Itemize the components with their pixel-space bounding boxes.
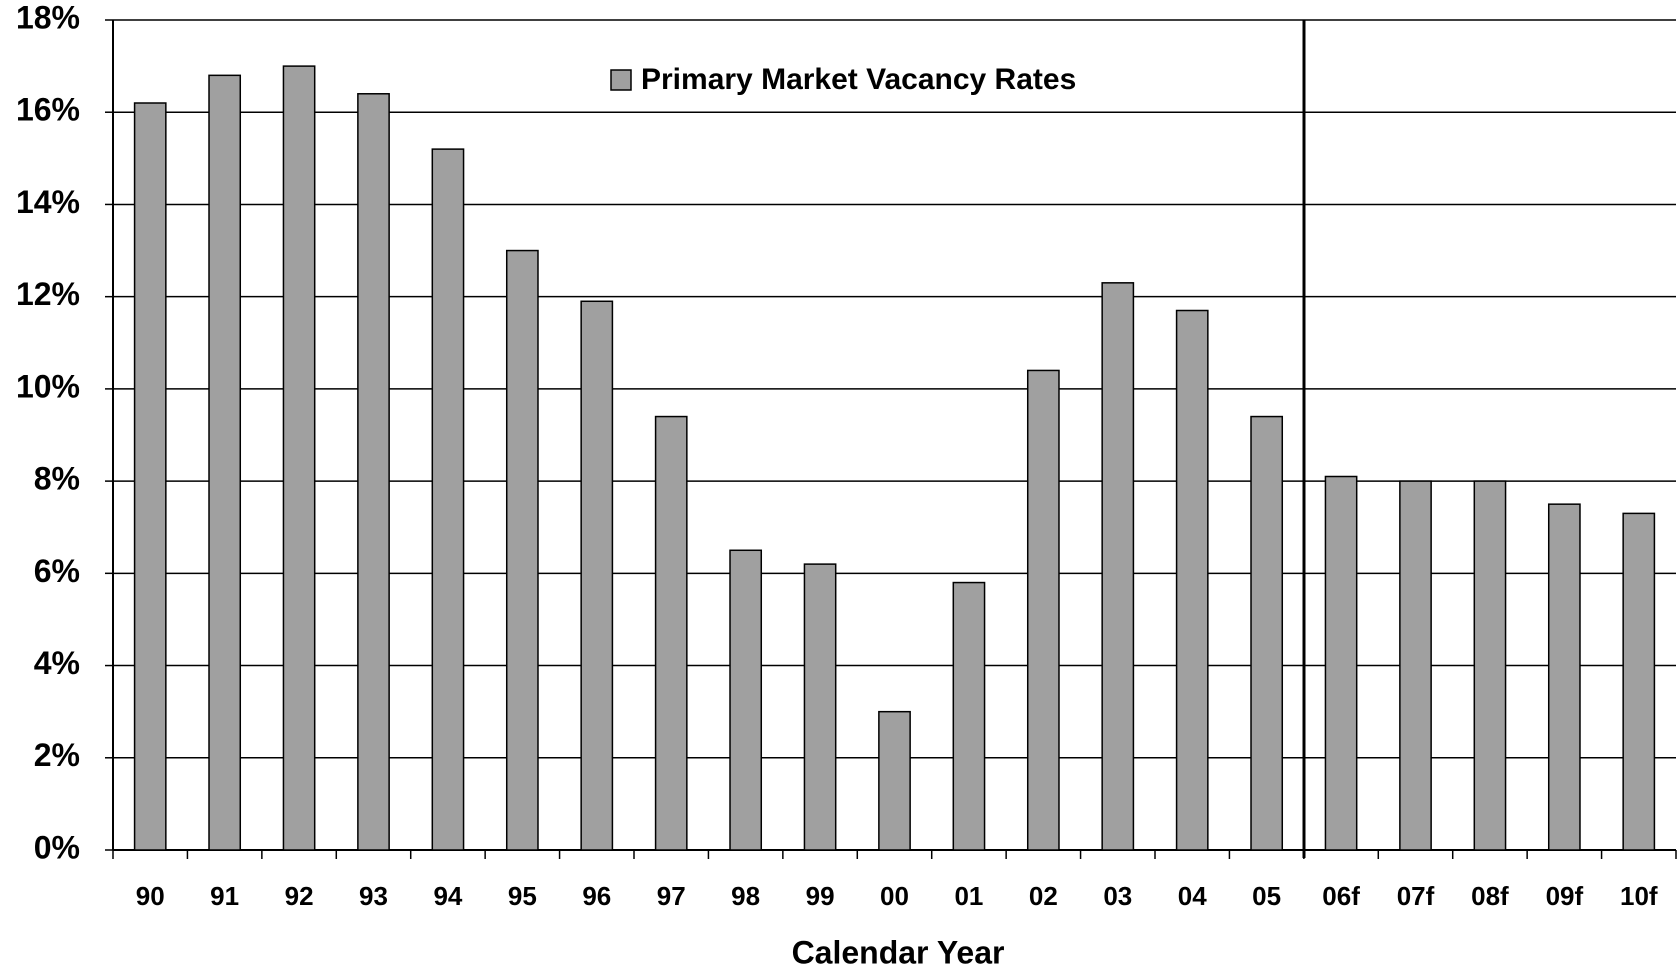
x-tick-label: 05: [1252, 881, 1281, 911]
bar: [133, 102, 167, 851]
bar: [878, 710, 911, 851]
x-tick-label: 01: [954, 881, 983, 911]
y-tick-label: 10%: [16, 368, 80, 404]
x-tick-label: 00: [880, 881, 909, 911]
bar: [1622, 512, 1656, 851]
y-tick-label: 8%: [34, 461, 80, 497]
x-tick-label: 03: [1103, 881, 1132, 911]
y-tick-label: 12%: [16, 276, 80, 312]
bar: [803, 563, 837, 851]
bar: [357, 93, 390, 851]
bar: [952, 581, 986, 851]
x-tick-label: 97: [657, 881, 686, 911]
bar: [431, 148, 465, 851]
x-tick-label: 06f: [1322, 881, 1360, 911]
legend-swatch: [610, 69, 632, 91]
x-tick-label: 99: [806, 881, 835, 911]
y-tick-label: 6%: [34, 553, 80, 589]
bar: [1473, 480, 1507, 851]
bar: [1324, 475, 1358, 851]
bar: [505, 249, 539, 851]
bar: [1175, 309, 1209, 851]
x-tick-label: 98: [731, 881, 760, 911]
y-tick-label: 18%: [16, 0, 80, 35]
bar: [208, 74, 242, 851]
x-tick-label: 91: [210, 881, 239, 911]
x-tick-label: 08f: [1471, 881, 1509, 911]
x-tick-label: 96: [582, 881, 611, 911]
x-tick-label: 93: [359, 881, 388, 911]
x-axis-title: Calendar Year: [792, 934, 1005, 970]
bar: [1026, 369, 1060, 851]
y-tick-label: 16%: [16, 92, 80, 128]
bar: [1399, 480, 1432, 851]
x-tick-label: 92: [285, 881, 314, 911]
bar: [1101, 282, 1135, 851]
y-tick-label: 14%: [16, 184, 80, 220]
bar: [282, 65, 316, 851]
y-tick-label: 4%: [34, 645, 80, 681]
y-tick-label: 0%: [34, 829, 80, 865]
x-tick-label: 02: [1029, 881, 1058, 911]
bar: [1547, 503, 1581, 851]
bar: [580, 300, 614, 851]
y-tick-label: 2%: [34, 737, 80, 773]
legend-label: Primary Market Vacancy Rates: [641, 63, 1076, 96]
x-tick-label: 04: [1178, 881, 1207, 911]
x-tick-label: 94: [433, 881, 462, 911]
bar: [1250, 415, 1284, 851]
x-tick-label: 95: [508, 881, 537, 911]
bar: [729, 549, 763, 851]
x-tick-label: 09f: [1546, 881, 1584, 911]
x-tick-label: 90: [136, 881, 165, 911]
x-tick-label: 07f: [1397, 881, 1435, 911]
bar: [654, 415, 688, 851]
x-tick-label: 10f: [1620, 881, 1658, 911]
